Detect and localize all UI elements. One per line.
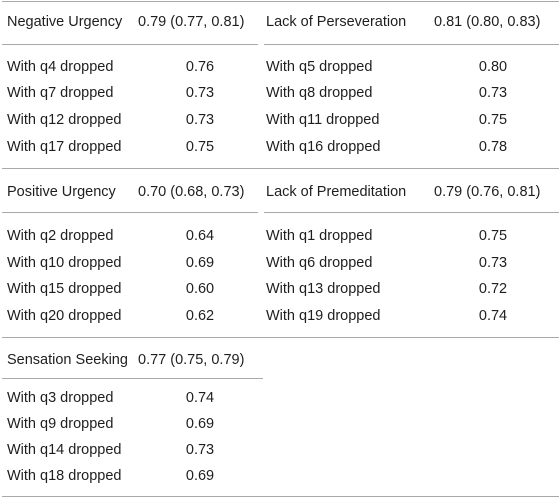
row-value: 0.75: [478, 112, 508, 128]
row-label: With q3 dropped: [7, 390, 114, 406]
row-value: 0.73: [185, 112, 215, 128]
row-label: With q17 dropped: [7, 139, 122, 155]
row-label: With q13 dropped: [266, 281, 381, 297]
row-value: 0.69: [185, 255, 215, 271]
header-rule: [2, 212, 258, 213]
header-rule: [264, 44, 559, 45]
row-value: 0.69: [185, 468, 215, 484]
row-value: 0.80: [478, 59, 508, 75]
row-label: With q2 dropped: [7, 228, 114, 244]
header-rule: [2, 378, 263, 379]
row-value: 0.76: [185, 59, 215, 75]
subscale-header: Positive Urgency: [7, 184, 116, 200]
row-label: With q15 dropped: [7, 281, 122, 297]
row-label: With q11 dropped: [266, 112, 380, 128]
row-value: 0.62: [185, 308, 215, 324]
row-label: With q20 dropped: [7, 308, 122, 324]
row-label: With q1 dropped: [266, 228, 373, 244]
row-label: With q18 dropped: [7, 468, 122, 484]
row-value: 0.75: [478, 228, 508, 244]
row-value: 0.64: [185, 228, 215, 244]
row-value: 0.73: [185, 442, 215, 458]
row-label: With q5 dropped: [266, 59, 373, 75]
row-value: 0.74: [185, 390, 215, 406]
subscale-header: Sensation Seeking: [7, 352, 128, 368]
row-value: 0.60: [185, 281, 215, 297]
row-label: With q4 dropped: [7, 59, 114, 75]
row-label: With q16 dropped: [266, 139, 381, 155]
row-value: 0.73: [478, 85, 508, 101]
row-value: 0.72: [478, 281, 508, 297]
row-label: With q10 dropped: [7, 255, 122, 271]
subscale-alpha: 0.81 (0.80, 0.83): [434, 14, 541, 30]
block-rule: [2, 337, 559, 338]
table-bottom-rule: [2, 496, 559, 497]
header-rule: [2, 44, 258, 45]
header-rule: [264, 212, 559, 213]
row-label: With q6 dropped: [266, 255, 373, 271]
subscale-alpha: 0.79 (0.77, 0.81): [138, 14, 245, 30]
row-value: 0.74: [478, 308, 508, 324]
row-value: 0.69: [185, 416, 215, 432]
row-value: 0.78: [478, 139, 508, 155]
row-value: 0.75: [185, 139, 215, 155]
row-label: With q12 dropped: [7, 112, 122, 128]
row-label: With q9 dropped: [7, 416, 114, 432]
row-value: 0.73: [478, 255, 508, 271]
subscale-header: Negative Urgency: [7, 14, 123, 30]
subscale-header: Lack of Perseveration: [266, 14, 407, 30]
row-label: With q7 dropped: [7, 85, 114, 101]
table-top-rule: [2, 1, 559, 2]
row-label: With q14 dropped: [7, 442, 122, 458]
subscale-alpha: 0.79 (0.76, 0.81): [434, 184, 541, 200]
row-label: With q8 dropped: [266, 85, 373, 101]
block-rule: [2, 168, 559, 169]
subscale-header: Lack of Premeditation: [266, 184, 407, 200]
row-label: With q19 dropped: [266, 308, 381, 324]
subscale-alpha: 0.70 (0.68, 0.73): [138, 184, 245, 200]
row-value: 0.73: [185, 85, 215, 101]
subscale-alpha: 0.77 (0.75, 0.79): [138, 352, 245, 368]
